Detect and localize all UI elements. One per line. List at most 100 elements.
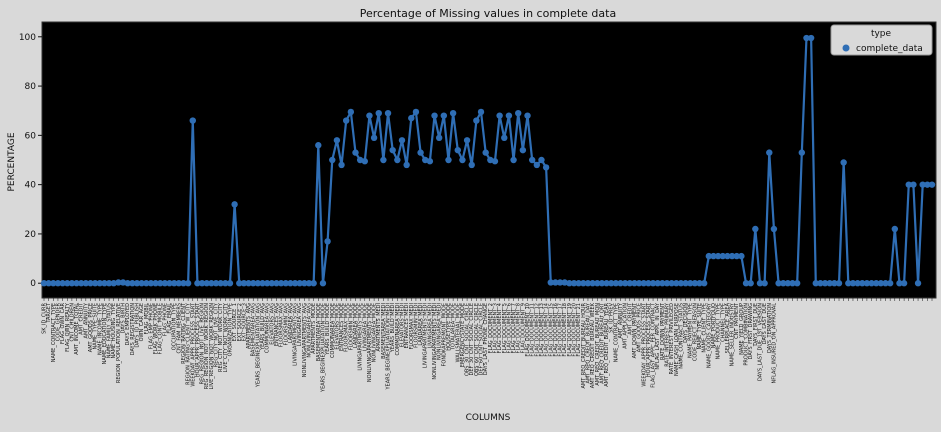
- data-point: [700, 280, 708, 287]
- data-point: [161, 280, 169, 287]
- data-point: [208, 280, 215, 287]
- x-tick-label: FLOORSMAX_AVG: [279, 303, 285, 347]
- data-point: [296, 280, 303, 287]
- data-point: [115, 279, 122, 286]
- x-tick-label: AMT_REQ_CREDIT_BUREAU_MON: [595, 303, 601, 386]
- data-point: [222, 280, 229, 287]
- x-tick-label: EMERGENCYSTATE_MODE: [460, 303, 466, 367]
- x-tick-label: REGION_RATING_CLIENT: [181, 302, 187, 364]
- data-point: [491, 158, 499, 165]
- data-point: [505, 112, 513, 119]
- data-point: [394, 156, 401, 164]
- data-point: [198, 280, 206, 287]
- x-tick-label: LIVINGAPARTMENTS_MODE: [358, 303, 364, 371]
- data-point: [203, 280, 210, 287]
- data-point: [180, 280, 187, 287]
- data-point: [905, 181, 912, 188]
- x-tick-label: FLAG_WORK_PHONE: [153, 303, 159, 354]
- x-tick-label: YEARS_BUILD_MEDI: [390, 303, 396, 353]
- data-point: [756, 280, 764, 287]
- data-point: [231, 201, 238, 208]
- x-tick-label: NAME_INCOME_TYPE: [97, 303, 103, 355]
- x-tick-label: AMT_REQ_CREDIT_BUREAU_HOUR: [581, 302, 587, 388]
- data-point: [556, 279, 564, 286]
- x-tick-label: REGION_POPULATION_RELATIVE: [116, 303, 122, 383]
- data-point: [928, 181, 936, 188]
- x-tick-label: NONLIVINGAPARTMENTS_MEDI: [432, 303, 438, 380]
- x-tick-label: BASEMENTAREA_MEDI: [381, 303, 387, 359]
- legend-box: [830, 24, 933, 56]
- x-tick-label: FLAG_DOCUMENT_18: [562, 303, 568, 357]
- y-tick-label: 60: [25, 131, 37, 141]
- data-point: [770, 225, 778, 233]
- x-tick-label: WALLSMATERIAL_MODE: [455, 303, 461, 362]
- data-point: [287, 280, 294, 287]
- data-point: [482, 149, 489, 156]
- x-tick-label: FLAG_DOCUMENT_20: [572, 303, 578, 357]
- data-point: [101, 280, 108, 287]
- x-tick-label: NFLAG_INSURED_ON_APPROVAL: [771, 303, 777, 384]
- x-tick-label: FLAG_EMP_PHONE: [148, 303, 154, 349]
- x-tick-label: WEEKDAY_APPR_PROCESS_START: [641, 302, 647, 387]
- data-point: [575, 280, 582, 287]
- x-tick-label: FLAG_DOCUMENT_16: [553, 303, 559, 357]
- x-tick-label: FLAG_DOCUMENT_13: [539, 303, 545, 357]
- chart-title: Percentage of Missing values in complete…: [360, 7, 616, 20]
- data-point: [570, 280, 578, 287]
- x-tick-label: FLAG_DOCUMENT_7: [511, 303, 517, 353]
- x-tick-label: AMT_GOODS_PRICE: [637, 303, 643, 352]
- data-point: [50, 280, 57, 287]
- x-tick-label: ENTRANCES_MODE: [339, 303, 345, 351]
- data-point: [343, 117, 350, 124]
- x-tick-label: DAYS_REGISTRATION: [130, 303, 136, 356]
- data-point: [803, 34, 810, 42]
- x-tick-label: FLAG_DOCUMENT_8: [516, 303, 522, 353]
- x-tick-label: FLOORSMIN_MODE: [348, 303, 354, 350]
- data-point: [626, 280, 633, 287]
- x-tick-label: NFLAG_LAST_APPL_IN_DAY: [655, 302, 661, 370]
- x-tick-label: AMT_DOWN_PAYMENT: [632, 302, 638, 358]
- data-point: [747, 280, 754, 287]
- y-axis-label: PERCENTAGE: [7, 132, 17, 191]
- data-point: [914, 280, 922, 287]
- data-point: [668, 280, 675, 287]
- data-point: [184, 280, 192, 287]
- data-point: [919, 181, 926, 188]
- x-tick-label: NONLIVINGAREA_MODE: [372, 303, 378, 362]
- data-point: [854, 280, 861, 287]
- data-point: [301, 280, 308, 287]
- data-point: [477, 108, 485, 116]
- x-tick-label: DAYS_EMPLOYED: [125, 303, 131, 345]
- x-tick-label: REG_CITY_NOT_LIVE_CITY: [214, 302, 220, 367]
- data-point: [240, 280, 248, 287]
- data-point: [426, 158, 434, 165]
- x-tick-label: NONLIVINGAREA_AVG: [307, 303, 313, 358]
- x-tick-label: CNT_FAM_MEMBERS: [176, 303, 182, 353]
- x-tick-label: CODE_REJECT_REASON: [692, 303, 698, 361]
- data-point: [380, 156, 387, 164]
- data-point: [608, 280, 615, 287]
- x-tick-label: FLAG_LAST_APPL_PER_CONTRACT: [651, 302, 657, 388]
- data-point: [384, 109, 392, 117]
- x-tick-label: FLAG_OWN_CAR: [60, 302, 66, 344]
- x-tick-label: NAME_TYPE_SUITE: [93, 303, 99, 349]
- data-point: [273, 280, 280, 287]
- data-point: [817, 280, 824, 287]
- data-point: [738, 252, 745, 260]
- x-tick-label: LIVINGAPARTMENTS_AVG: [293, 303, 299, 366]
- data-point: [375, 109, 382, 117]
- data-point: [524, 112, 531, 119]
- x-tick-label: LIVE_CITY_NOT_WORK_CITY: [223, 302, 229, 372]
- x-tick-label: LIVINGAREA_AVG: [297, 303, 303, 346]
- data-point: [719, 252, 726, 260]
- data-point: [133, 280, 141, 287]
- x-tick-label: COMMONAREA_MEDI: [395, 303, 401, 356]
- x-tick-label: DAYS_FIRST_DUE: [753, 303, 759, 346]
- x-tick-label: NAME_TYPE_SUITE: [697, 303, 703, 349]
- x-tick-label: FLAG_EMAIL: [167, 303, 173, 334]
- x-tick-label: REG_CITY_NOT_WORK_CITY: [218, 302, 224, 372]
- data-point: [166, 280, 173, 287]
- x-tick-label: LIVINGAREA_MODE: [362, 303, 368, 351]
- y-tick-label: 100: [19, 33, 36, 43]
- data-point: [310, 280, 317, 287]
